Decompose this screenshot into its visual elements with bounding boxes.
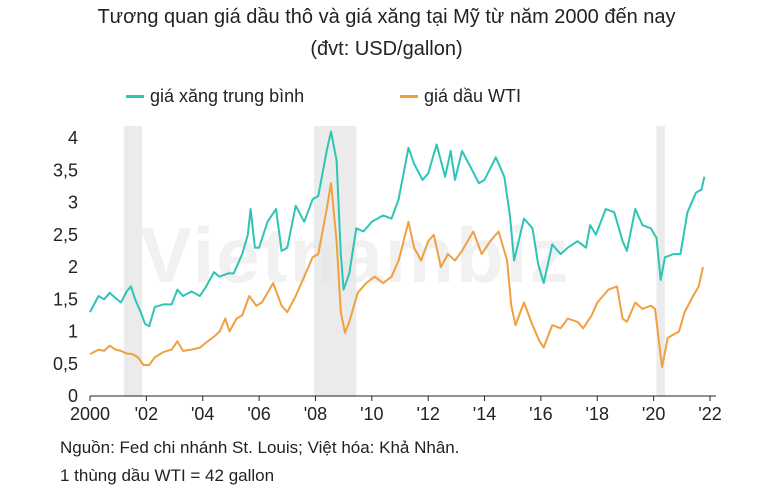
chart-subtitle-unit: (đvt: USD/gallon): [310, 38, 463, 60]
recession-band-0: [123, 126, 143, 396]
y-tick-label: 1: [68, 322, 78, 342]
legend-label-gas: giá xăng trung bình: [150, 85, 305, 106]
recession-band-1: [314, 126, 357, 396]
x-tick-label: '04: [191, 404, 214, 424]
x-tick-label: '18: [586, 404, 609, 424]
y-tick-label: 4: [68, 128, 78, 148]
legend-item-gas: giá xăng trung bình: [126, 84, 304, 108]
series-line-gas-price: [89, 130, 706, 328]
x-tick-label: '16: [529, 404, 552, 424]
x-tick-label: '20: [642, 404, 665, 424]
y-tick-label: 2,5: [53, 225, 78, 245]
legend-swatch-gas: [126, 94, 144, 98]
x-tick-label: '22: [698, 404, 721, 424]
conversion-note: 1 thùng dầu WTI = 42 gallon: [60, 466, 275, 485]
x-tick-label: '02: [135, 404, 158, 424]
y-tick-label: 0,5: [53, 354, 78, 374]
recession-band-2: [656, 126, 665, 396]
x-tick-label: '06: [247, 404, 270, 424]
y-tick-label: 3: [68, 193, 78, 213]
y-tick-label: 1,5: [53, 289, 78, 309]
chart-title: Tương quan giá dầu thô và giá xăng tại M…: [97, 6, 676, 28]
x-tick-label: '08: [304, 404, 327, 424]
y-tick-label: 0: [68, 386, 78, 406]
legend-swatch-oil: [400, 94, 418, 98]
x-tick-label: '14: [473, 404, 496, 424]
series-line-wti-oil-price: [89, 182, 704, 368]
source-note: Nguồn: Fed chi nhánh St. Louis; Việt hóa…: [60, 438, 460, 457]
y-tick-label: 3,5: [53, 160, 78, 180]
x-tick-label: 2000: [70, 404, 110, 424]
legend-item-oil: giá dầu WTI: [400, 84, 521, 108]
x-tick-label: '10: [360, 404, 383, 424]
legend-label-oil: giá dầu WTI: [424, 85, 522, 106]
x-tick-label: '12: [416, 404, 439, 424]
y-tick-label: 2: [68, 257, 78, 277]
